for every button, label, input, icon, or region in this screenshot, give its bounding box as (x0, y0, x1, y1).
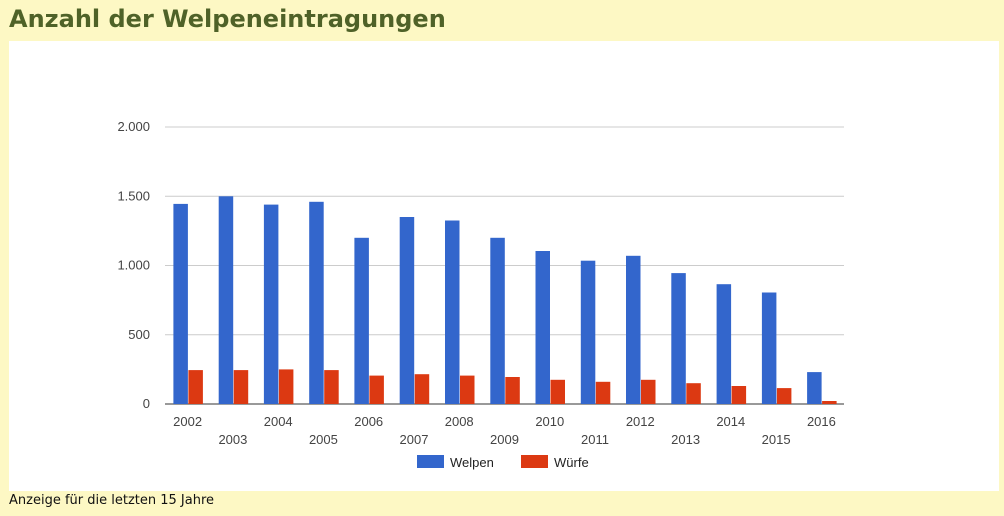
x-tick-label: 2011 (581, 432, 609, 447)
y-tick-label: 0 (143, 396, 150, 411)
x-tick-label: 2008 (445, 414, 474, 429)
bar-wuerfe (686, 383, 701, 404)
bar-wuerfe (505, 377, 520, 404)
x-tick-label: 2015 (762, 432, 791, 447)
legend-swatch-wuerfe (521, 455, 548, 468)
bar-welpen (535, 251, 550, 404)
x-tick-label: 2007 (400, 432, 429, 447)
bars (173, 196, 837, 405)
bar-welpen (354, 237, 369, 404)
legend-swatch-welpen (417, 455, 444, 468)
legend: Welpen Würfe (417, 455, 589, 470)
x-tick-label: 2010 (535, 414, 564, 429)
x-tick-label: 2004 (264, 414, 293, 429)
bar-welpen (580, 260, 596, 404)
page-title: Anzahl der Welpeneintragungen (9, 5, 446, 33)
y-tick-label: 500 (128, 327, 150, 342)
bar-chart: 0 500 1.000 1.500 2.000 2002 2003 2004 2005 2006… (117, 119, 844, 470)
footer-note: Anzeige für die letzten 15 Jahre (9, 493, 215, 508)
bar-welpen (626, 255, 641, 404)
bar-wuerfe (776, 388, 792, 404)
bar-wuerfe (414, 374, 430, 404)
bar-welpen (263, 204, 279, 404)
x-tick-label: 2002 (173, 414, 202, 429)
bar-welpen (399, 217, 415, 404)
bar-welpen (309, 201, 324, 404)
x-tick-label: 2013 (671, 432, 700, 447)
bar-wuerfe (641, 379, 656, 404)
bar-wuerfe (233, 370, 249, 404)
x-tick-label: 2005 (309, 432, 338, 447)
bar-welpen (671, 273, 686, 404)
x-tick-label: 2003 (218, 432, 247, 447)
x-axis-ticks: 2002 2003 2004 2005 2006 2007 2008 2009 2010 2011… (173, 414, 836, 447)
bar-welpen (218, 196, 234, 405)
legend-label-wuerfe: Würfe (554, 455, 589, 470)
bar-welpen (445, 220, 460, 404)
bar-welpen (490, 237, 505, 404)
x-tick-label: 2012 (626, 414, 655, 429)
bar-wuerfe (822, 401, 837, 404)
bar-welpen (716, 284, 732, 404)
bar-wuerfe (595, 381, 611, 404)
legend-label-welpen: Welpen (450, 455, 494, 470)
bar-welpen (173, 203, 188, 404)
bar-wuerfe (278, 369, 294, 404)
bar-wuerfe (369, 375, 384, 404)
y-axis-ticks: 0 500 1.000 1.500 2.000 (117, 119, 150, 411)
bar-welpen (761, 292, 777, 404)
x-tick-label: 2014 (716, 414, 745, 429)
bar-wuerfe (460, 375, 475, 404)
x-tick-label: 2016 (807, 414, 836, 429)
y-tick-label: 1.500 (117, 188, 150, 203)
bar-wuerfe (550, 379, 565, 404)
y-tick-label: 2.000 (117, 119, 150, 134)
bar-welpen (807, 372, 822, 404)
x-tick-label: 2009 (490, 432, 519, 447)
bar-wuerfe (731, 386, 747, 404)
x-tick-label: 2006 (354, 414, 383, 429)
y-tick-label: 1.000 (117, 258, 150, 273)
bar-wuerfe (188, 370, 203, 404)
bar-wuerfe (324, 370, 339, 404)
chart-panel: 0 500 1.000 1.500 2.000 2002 2003 2004 2005 2006… (9, 41, 999, 491)
